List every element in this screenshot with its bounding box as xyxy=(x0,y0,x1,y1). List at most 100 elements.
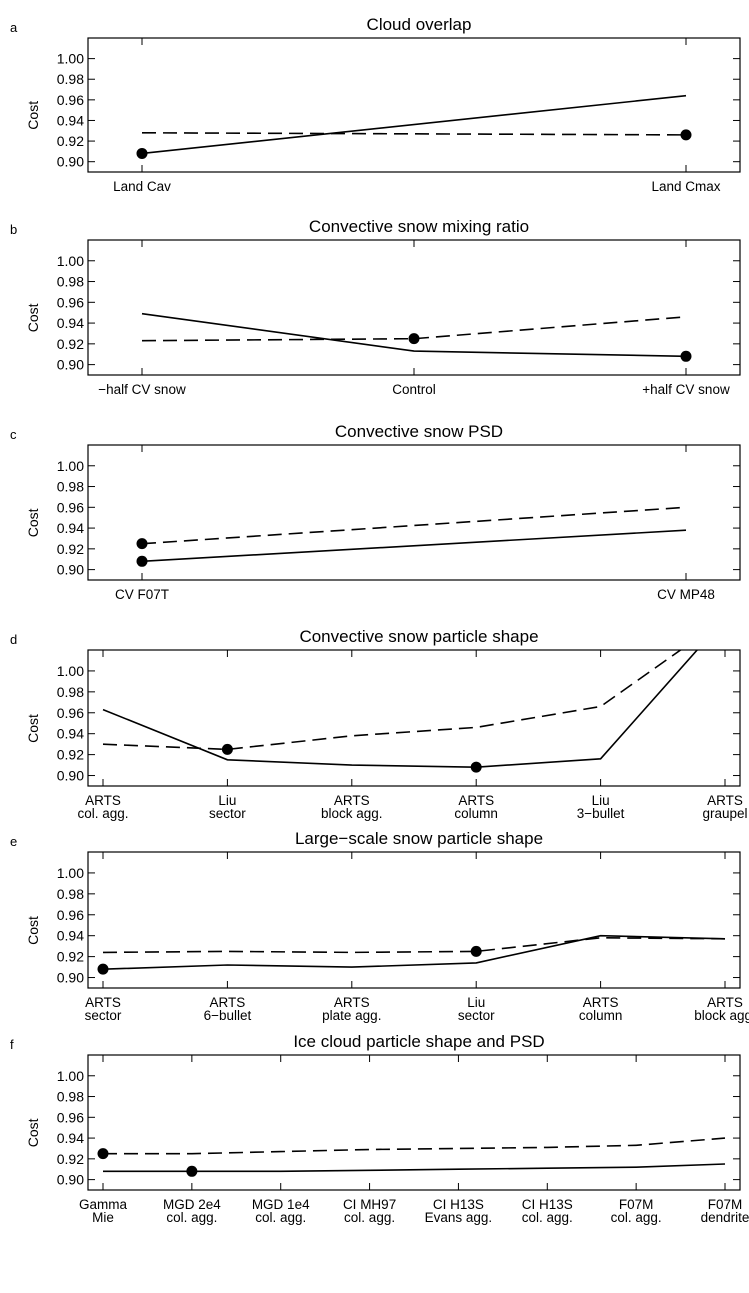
y-tick-label: 0.90 xyxy=(57,970,84,986)
y-tick-label: 0.90 xyxy=(57,154,84,170)
plot-frame xyxy=(87,444,741,581)
x-tick-label: MGD 1e4 xyxy=(252,1197,310,1212)
panel-d: d Convective snow particle shape Cost 0.90 0… xyxy=(10,627,748,821)
y-axis-label: Cost xyxy=(25,101,41,130)
x-tick-label: col. agg. xyxy=(611,1210,662,1225)
x-tick-label: +half CV snow xyxy=(642,382,730,397)
x-tick-label: Mie xyxy=(92,1210,114,1225)
y-tick-label: 1.00 xyxy=(57,51,84,67)
y-tick-label: 0.96 xyxy=(57,907,84,923)
x-tick-label: MGD 2e4 xyxy=(163,1197,221,1212)
panel-letter: f xyxy=(10,1037,14,1052)
x-tick-label: ARTS xyxy=(458,793,494,808)
y-axis-label: Cost xyxy=(25,1118,41,1147)
y-tick-label: 0.94 xyxy=(57,112,84,128)
series-solid-line xyxy=(141,312,687,358)
y-tick-label: 0.90 xyxy=(57,768,84,784)
y-tick-label: 1.00 xyxy=(57,1068,84,1084)
x-tick-label: block agg. xyxy=(321,806,383,821)
y-tick-label: 0.92 xyxy=(57,747,84,763)
best-value-marker xyxy=(186,1165,198,1177)
plot-frame xyxy=(87,649,741,787)
plot-frame xyxy=(87,37,741,173)
panel-f: f Ice cloud particle shape and PSD Cost 0.9… xyxy=(10,1032,749,1225)
x-tick-label: col. agg. xyxy=(77,806,128,821)
y-tick-label: 0.92 xyxy=(57,1151,84,1167)
x-tick-label: 3−bullet xyxy=(577,806,625,821)
x-tick-label: ARTS xyxy=(334,995,370,1010)
panel-title: Large−scale snow particle shape xyxy=(295,829,543,848)
y-tick-label: 1.00 xyxy=(57,663,84,679)
y-tick-label: 0.92 xyxy=(57,133,84,149)
y-axis-label: Cost xyxy=(25,916,41,945)
x-tick-label: col. agg. xyxy=(166,1210,217,1225)
x-tick-label: ARTS xyxy=(334,793,370,808)
y-tick-label: 0.92 xyxy=(57,336,84,352)
plot-frame xyxy=(87,851,741,989)
series-dashed-line xyxy=(141,316,687,342)
series-dashed-line xyxy=(103,1137,726,1155)
y-tick-label: 0.94 xyxy=(57,928,84,944)
x-tick-label: col. agg. xyxy=(255,1210,306,1225)
x-tick-label: 6−bullet xyxy=(204,1008,252,1023)
y-axis-label: Cost xyxy=(25,303,41,332)
x-tick-label: ARTS xyxy=(583,995,619,1010)
x-tick-label: Gamma xyxy=(79,1197,128,1212)
best-value-marker xyxy=(136,538,148,550)
panel-c: c Convective snow PSD Cost 0.90 0.92 0.94 0.96… xyxy=(10,422,741,602)
y-tick-label: 0.98 xyxy=(57,886,84,902)
best-value-marker xyxy=(408,333,420,345)
x-tick-label: ARTS xyxy=(85,793,121,808)
series-solid-line xyxy=(102,934,726,970)
x-tick-label: graupel xyxy=(702,806,747,821)
panel-title: Ice cloud particle shape and PSD xyxy=(293,1032,544,1051)
panel-a: a Cloud overlap Cost 0.90 0.92 0.94 0.96 0.98 1.… xyxy=(10,15,741,194)
y-tick-label: 0.96 xyxy=(57,92,84,108)
best-value-marker xyxy=(97,1148,109,1160)
series-solid-line xyxy=(141,94,687,155)
best-value-marker xyxy=(97,963,109,975)
y-tick-label: 0.98 xyxy=(57,684,84,700)
y-tick-label: 0.92 xyxy=(57,541,84,557)
x-tick-label: Land Cav xyxy=(113,179,171,194)
x-tick-label: Liu xyxy=(467,995,485,1010)
panel-title: Convective snow particle shape xyxy=(299,627,538,646)
series-dashed-line xyxy=(102,936,726,954)
x-tick-label: col. agg. xyxy=(522,1210,573,1225)
x-tick-label: Liu xyxy=(218,793,236,808)
series-dashed-line xyxy=(102,650,682,751)
series-dashed-line xyxy=(141,132,687,136)
y-tick-label: 0.98 xyxy=(57,1089,84,1105)
y-tick-label: 0.98 xyxy=(57,71,84,87)
best-value-marker xyxy=(470,761,482,773)
x-tick-label: column xyxy=(579,1008,623,1023)
panel-letter: d xyxy=(10,632,17,647)
series-solid-line xyxy=(103,1163,726,1173)
y-tick-label: 0.96 xyxy=(57,499,84,515)
panel-title: Convective snow PSD xyxy=(335,422,503,441)
x-tick-label: column xyxy=(454,806,498,821)
y-axis-label: Cost xyxy=(25,714,41,743)
panel-letter: a xyxy=(10,20,18,35)
panel-e: e Large−scale snow particle shape Cost 0.90… xyxy=(10,829,749,1023)
x-tick-label: CV MP48 xyxy=(657,587,715,602)
x-tick-label: Liu xyxy=(592,793,610,808)
series-solid-line xyxy=(102,650,699,769)
y-tick-label: 1.00 xyxy=(57,865,84,881)
plot-frame xyxy=(87,1054,741,1191)
y-tick-label: 0.96 xyxy=(57,1109,84,1125)
panel-title: Cloud overlap xyxy=(367,15,472,34)
series-solid-line xyxy=(141,529,687,563)
y-tick-label: 0.90 xyxy=(57,1172,84,1188)
x-tick-label: Control xyxy=(392,382,436,397)
y-tick-label: 0.96 xyxy=(57,705,84,721)
x-tick-label: ARTS xyxy=(707,793,743,808)
y-tick-label: 0.90 xyxy=(57,562,84,578)
best-value-marker xyxy=(680,350,692,362)
x-tick-label: Evans agg. xyxy=(425,1210,493,1225)
x-tick-label: CI MH97 xyxy=(343,1197,396,1212)
x-tick-label: plate agg. xyxy=(322,1008,381,1023)
x-tick-label: CV F07T xyxy=(115,587,169,602)
y-axis-label: Cost xyxy=(25,508,41,537)
